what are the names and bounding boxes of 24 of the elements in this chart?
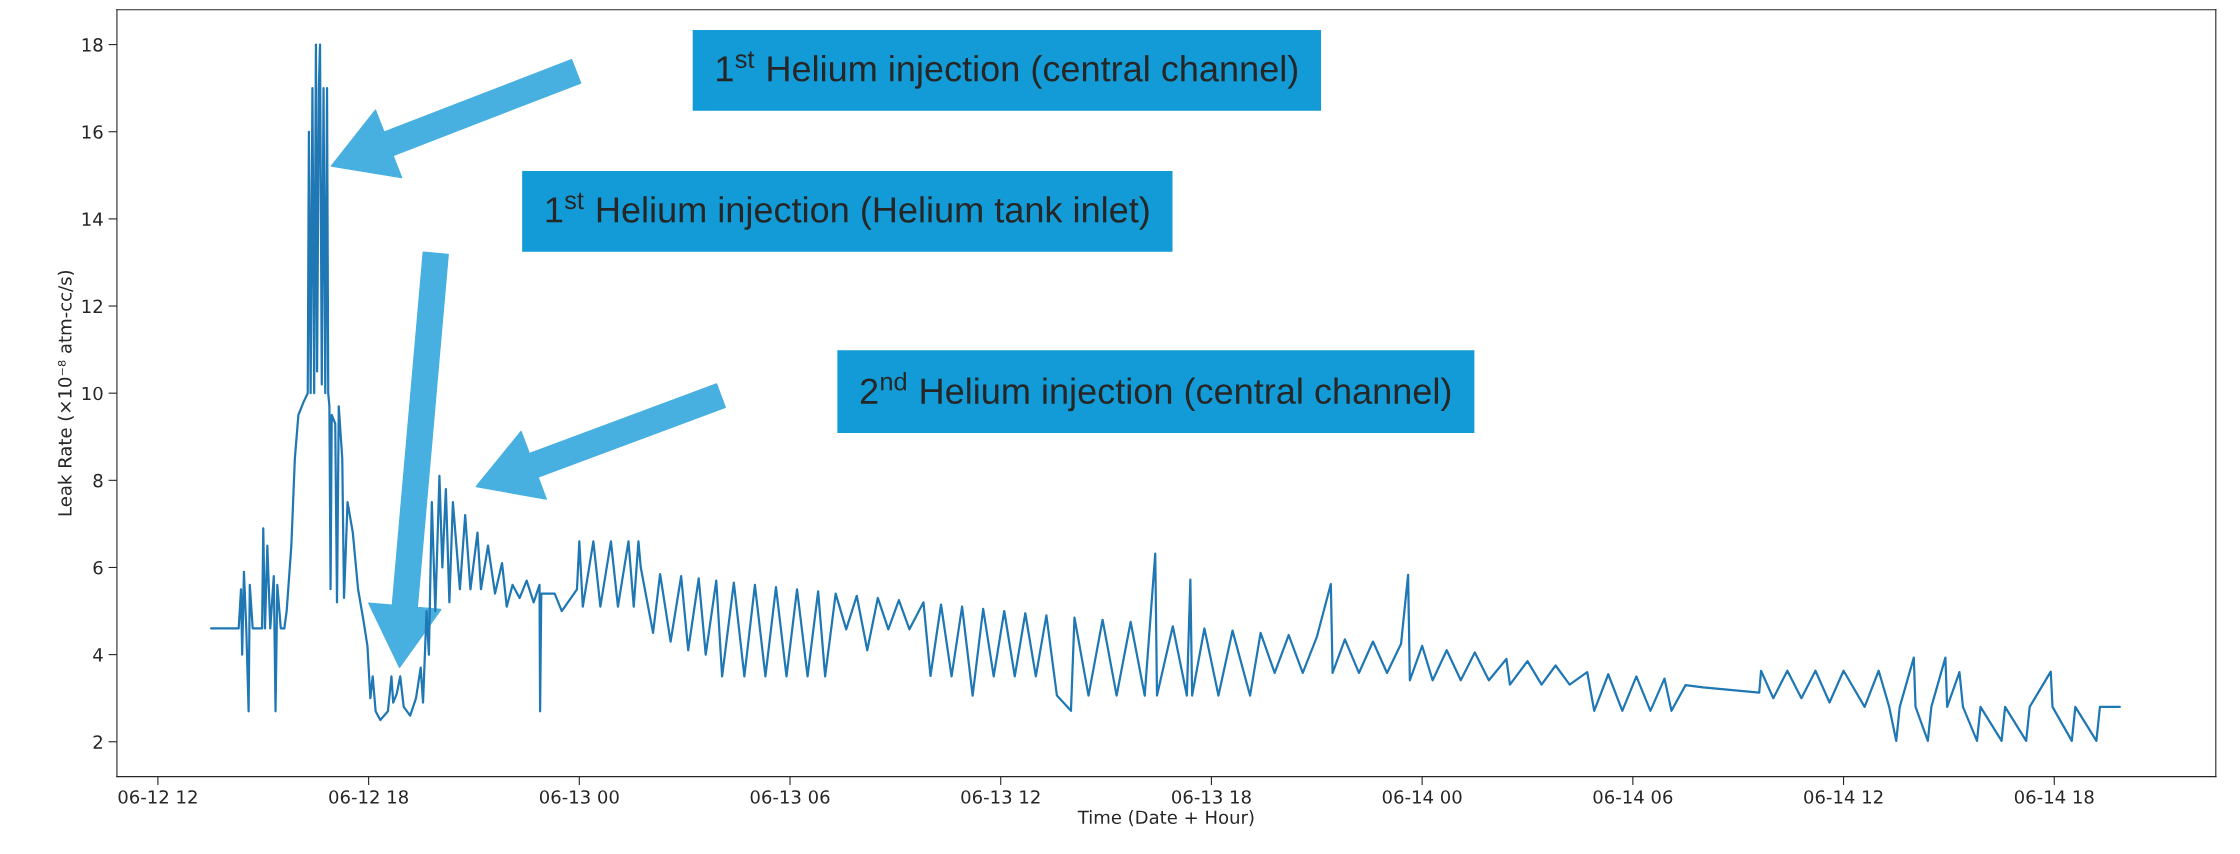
annotation: 1$^{st}$ Helium injection (central channel) bbox=[717, 51, 1298, 89]
x-tick-label: 06-13 06 bbox=[750, 790, 830, 804]
x-axis-title: Time (Date + Hour) bbox=[1077, 810, 1254, 827]
x-tick-label: 06-12 18 bbox=[329, 790, 408, 804]
y-tick-label: 16 bbox=[82, 125, 103, 139]
x-tick-label: 06-14 06 bbox=[1593, 790, 1673, 804]
annotation: 1$^{st}$ Helium injection (Helium tank inlet) bbox=[546, 192, 1149, 230]
x-tick-label: 06-13 12 bbox=[961, 790, 1040, 804]
y-tick-label: 6 bbox=[93, 560, 103, 575]
y-tick-label: 2 bbox=[93, 735, 102, 749]
x-tick-label: 06-14 12 bbox=[1804, 790, 1883, 804]
x-tick-label: 06-13 18 bbox=[1172, 790, 1251, 804]
annotation: 2$^{nd}$ Helium injection (central channel) bbox=[860, 371, 1451, 412]
y-tick-label: 18 bbox=[82, 38, 103, 52]
y-tick-label: 14 bbox=[82, 212, 103, 226]
y-tick-label: 8 bbox=[93, 473, 103, 488]
x-tick-label: 06-14 18 bbox=[2014, 790, 2094, 804]
x-tick-label: 06-13 00 bbox=[539, 790, 619, 804]
y-axis-title: Leak Rate (×10⁻⁸ atm-cc/s) bbox=[57, 270, 74, 516]
x-tick-label: 06-12 12 bbox=[118, 790, 197, 804]
x-tick-label: 06-14 00 bbox=[1382, 790, 1462, 804]
y-tick-label: 12 bbox=[82, 299, 102, 313]
y-tick-label: 4 bbox=[93, 648, 103, 662]
y-tick-label: 10 bbox=[82, 386, 103, 401]
